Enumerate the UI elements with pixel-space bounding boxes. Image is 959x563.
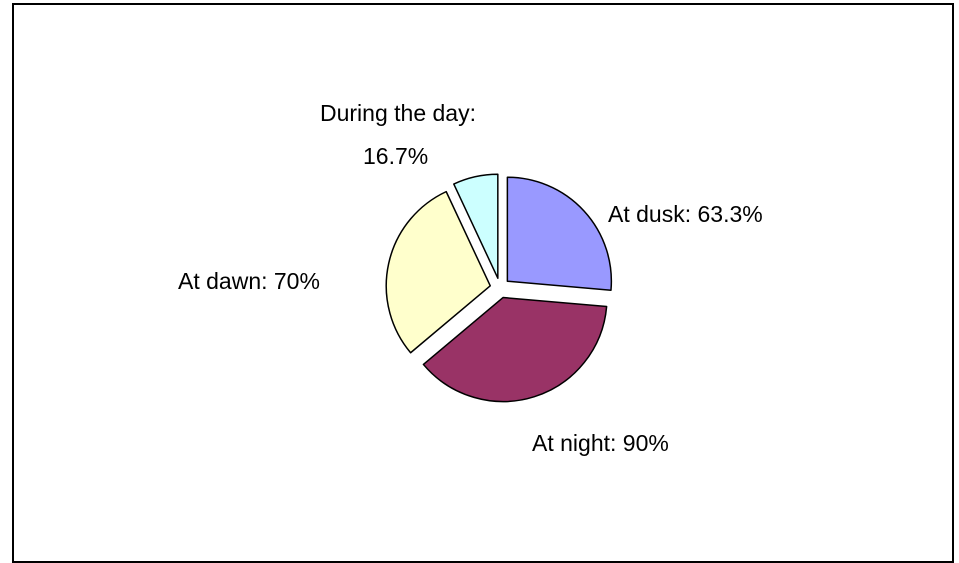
- pie-slices: [385, 173, 613, 403]
- slice-label-day-line2: 16.7%: [363, 143, 428, 169]
- slice-label-night: At night: 90%: [532, 430, 669, 456]
- slice-label-dusk: At dusk: 63.3%: [608, 201, 763, 227]
- slice-label-dawn: At dawn: 70%: [178, 268, 320, 294]
- slice-at-dawn: [385, 190, 491, 354]
- slice-during-the-day: [453, 173, 499, 279]
- slice-at-night: [422, 296, 608, 403]
- slice-at-dusk: [506, 176, 613, 291]
- pie-chart: At dusk: 63.3% At night: 90% At dawn: 70…: [178, 100, 763, 456]
- slice-label-day-line1: During the day:: [320, 100, 476, 126]
